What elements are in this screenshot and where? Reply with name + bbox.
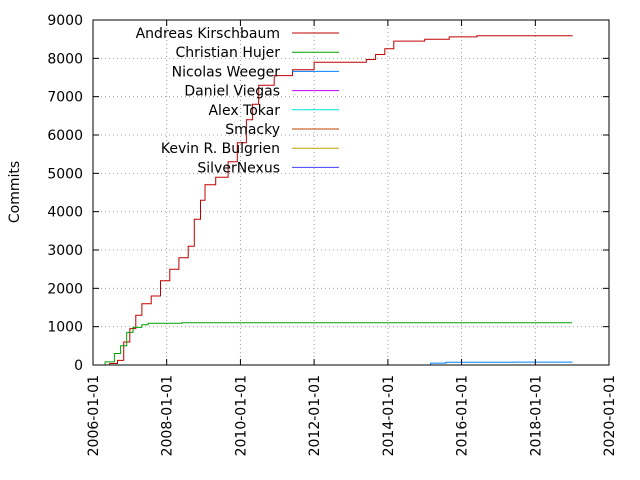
y-tick-label: 4000 (47, 205, 83, 221)
y-tick-label: 7000 (47, 90, 83, 106)
y-axis: 0 1000 2000 3000 4000 5000 6000 7000 8000 9000 (47, 13, 609, 374)
y-tick-label: 3000 (47, 243, 83, 259)
x-tick-label: 2014-01-01 (381, 375, 397, 456)
y-tick-label: 1000 (47, 320, 83, 336)
y-tick-label: 2000 (47, 281, 83, 297)
legend-label: Smacky (225, 122, 280, 138)
x-tick-label: 2010-01-01 (233, 375, 249, 456)
y-axis-label: Commits (7, 161, 23, 223)
x-tick-label: 2018-01-01 (528, 375, 544, 456)
legend: Andreas Kirschbaum Christian Hujer Nicolas… (136, 26, 339, 176)
y-tick-label: 5000 (47, 166, 83, 182)
legend-label: Alex Tokar (208, 103, 280, 119)
legend-label: SilverNexus (197, 160, 280, 176)
series-lines (102, 35, 573, 366)
grid (93, 20, 609, 365)
x-tick-label: 2008-01-01 (160, 375, 176, 456)
legend-label: Nicolas Weeger (172, 64, 281, 80)
x-tick-label: 2020-01-01 (602, 375, 618, 456)
x-axis: 2006-01-01 2008-01-01 2010-01-01 2012-01-01… (86, 20, 618, 456)
legend-label: Kevin R. Bulgrien (161, 141, 280, 157)
x-tick-label: 2006-01-01 (86, 375, 102, 456)
legend-label: Christian Hujer (175, 45, 280, 61)
x-tick-label: 2016-01-01 (455, 375, 471, 456)
y-tick-label: 8000 (47, 51, 83, 67)
legend-label: Daniel Viegas (184, 84, 280, 100)
series-line-andreas-kirschbaum (105, 35, 573, 366)
y-tick-label: 0 (74, 358, 83, 374)
legend-label: Andreas Kirschbaum (136, 26, 280, 42)
series-line-christian-hujer (102, 322, 573, 366)
x-tick-label: 2012-01-01 (307, 375, 323, 456)
y-tick-label: 9000 (47, 13, 83, 29)
plot-frame (92, 19, 610, 366)
y-tick-label: 6000 (47, 128, 83, 144)
